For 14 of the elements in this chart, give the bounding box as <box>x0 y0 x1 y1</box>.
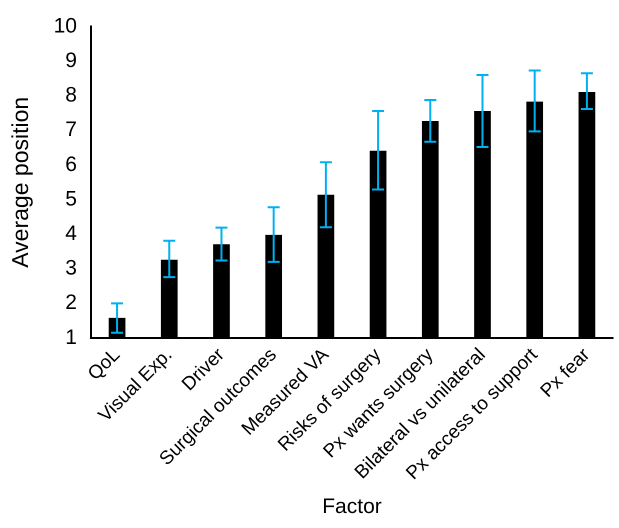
y-tick-label: 7 <box>65 118 77 142</box>
y-tick-label: 1 <box>65 326 77 349</box>
y-tick-label: 5 <box>65 187 77 210</box>
y-tick-label: 8 <box>65 84 77 107</box>
y-tick-label: 9 <box>65 48 77 72</box>
y-tick-label: 4 <box>65 222 78 245</box>
x-tick-label: QoL <box>84 344 124 385</box>
y-axis-title: Average position <box>7 96 34 268</box>
y-tick-label: 6 <box>65 152 77 176</box>
x-tick-label: Px fear <box>536 344 595 402</box>
x-axis-title: Factor <box>322 495 382 518</box>
y-tick-label: 10 <box>54 14 77 38</box>
y-tick-label: 2 <box>65 291 77 314</box>
y-tick-label: 3 <box>65 256 77 280</box>
